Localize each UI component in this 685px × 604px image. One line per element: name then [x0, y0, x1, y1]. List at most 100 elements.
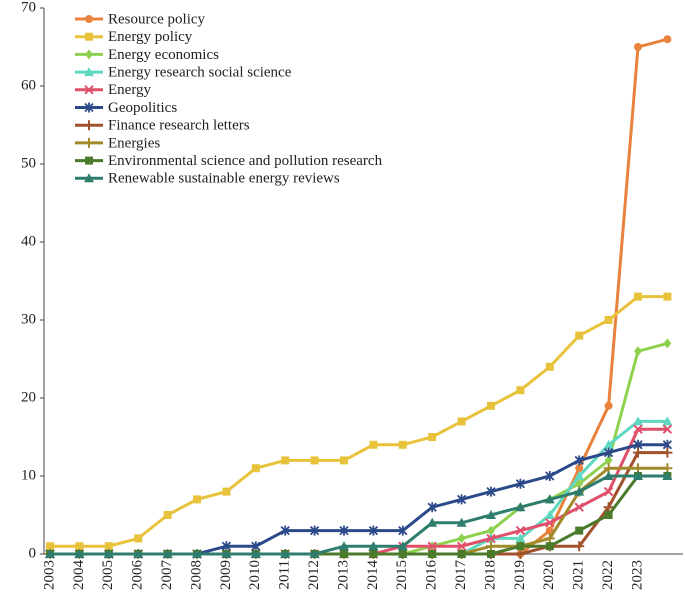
marker	[222, 487, 231, 496]
marker	[662, 424, 673, 434]
legend-label: Energy research social science	[108, 65, 292, 81]
marker	[634, 346, 642, 357]
legend-label: Finance research letters	[108, 118, 250, 134]
marker	[250, 549, 261, 558]
x-tick-label: 2003	[41, 560, 57, 590]
marker	[368, 525, 379, 536]
marker	[662, 416, 673, 426]
marker	[192, 549, 202, 558]
x-tick-label: 2011	[277, 560, 293, 589]
marker	[75, 542, 84, 551]
marker	[633, 424, 643, 434]
x-tick-label: 2023	[629, 560, 645, 590]
legend-marker	[85, 49, 93, 60]
marker	[133, 549, 144, 558]
y-tick-label: 20	[21, 389, 36, 405]
x-tick-label: 2019	[512, 560, 528, 590]
x-tick-label: 2015	[394, 560, 410, 590]
marker	[487, 401, 495, 410]
y-tick-label: 0	[29, 545, 37, 561]
marker	[339, 525, 349, 536]
y-tick-label: 30	[21, 311, 36, 327]
line	[50, 37, 668, 556]
marker	[545, 542, 554, 551]
x-tick-label: 2004	[71, 560, 87, 591]
marker	[515, 533, 526, 543]
x-tick-label: 2018	[482, 560, 498, 590]
marker	[633, 471, 643, 480]
marker	[633, 416, 643, 426]
x-tick-label: 2017	[453, 560, 469, 591]
marker	[398, 525, 408, 536]
marker	[104, 542, 113, 551]
marker	[427, 517, 438, 527]
marker	[309, 525, 320, 536]
marker	[340, 456, 348, 465]
marker	[544, 494, 555, 504]
x-tick-label: 2014	[365, 560, 381, 591]
marker	[134, 534, 143, 543]
marker	[487, 525, 495, 536]
marker	[603, 471, 614, 480]
marker	[663, 292, 672, 301]
marker	[663, 35, 672, 44]
marker	[310, 456, 319, 465]
marker	[457, 417, 466, 426]
marker	[516, 386, 525, 395]
line	[50, 295, 668, 548]
marker	[487, 550, 495, 558]
x-tick-label: 2006	[130, 560, 146, 591]
marker	[45, 549, 55, 558]
marker	[574, 502, 584, 512]
marker	[633, 447, 643, 458]
marker	[603, 486, 614, 497]
marker	[456, 541, 467, 551]
marker	[575, 526, 584, 535]
marker	[398, 440, 407, 449]
legend-label: Energy economics	[108, 47, 219, 63]
x-tick-label: 2010	[247, 560, 263, 590]
marker	[662, 447, 673, 458]
legend-label: Energies	[108, 135, 160, 151]
y-tick-label: 50	[21, 155, 36, 171]
x-tick-label: 2020	[541, 560, 557, 590]
legend-marker	[84, 173, 94, 183]
marker	[457, 533, 466, 544]
marker	[428, 550, 437, 558]
marker	[574, 541, 585, 552]
marker	[397, 541, 408, 551]
x-tick-label: 2012	[306, 560, 322, 590]
marker	[634, 292, 642, 301]
legend-marker	[84, 120, 94, 131]
marker	[603, 447, 614, 458]
marker	[221, 549, 232, 558]
series	[46, 292, 672, 551]
legend-marker	[85, 32, 93, 41]
marker	[456, 517, 467, 527]
marker	[428, 433, 437, 441]
marker	[193, 495, 201, 504]
marker	[544, 533, 555, 544]
x-tick-label: 2005	[100, 560, 116, 590]
x-tick-label: 2021	[571, 560, 587, 590]
marker	[340, 550, 348, 558]
marker	[486, 486, 496, 497]
marker	[281, 456, 290, 465]
marker	[486, 533, 496, 544]
legend-marker	[84, 137, 94, 148]
marker	[575, 331, 584, 340]
marker	[574, 455, 584, 466]
y-tick-label: 40	[21, 233, 36, 249]
x-tick-label: 2007	[159, 560, 175, 591]
marker	[663, 338, 672, 349]
marker	[427, 541, 437, 551]
marker	[486, 510, 496, 519]
marker	[162, 549, 173, 558]
series	[45, 471, 673, 558]
marker	[339, 541, 349, 551]
marker	[103, 549, 114, 558]
marker	[604, 401, 613, 410]
marker	[574, 486, 585, 496]
marker	[575, 478, 584, 489]
marker	[634, 43, 642, 51]
